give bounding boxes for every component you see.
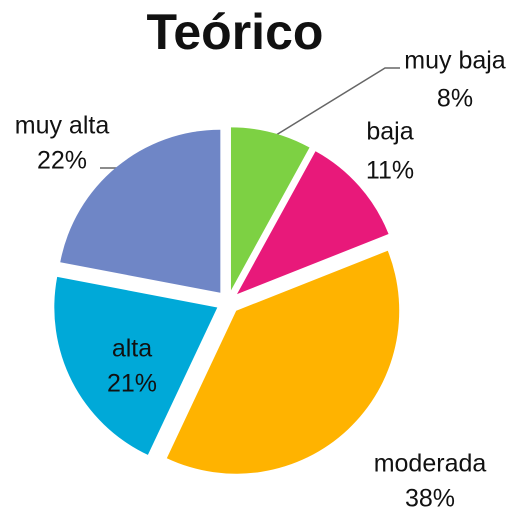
slice-percent: 8% (437, 85, 473, 113)
chart-title: Teórico (147, 4, 324, 60)
slice-label: muy baja (404, 47, 506, 75)
slice-percent: 11% (366, 157, 414, 185)
pie-slice (54, 276, 218, 455)
slice-label: baja (366, 118, 413, 146)
pie-slice (60, 129, 221, 293)
pie-slice (166, 250, 400, 474)
pie-slice (230, 127, 310, 291)
pie-slice (237, 151, 389, 295)
slice-label: moderada (374, 450, 487, 478)
leader-line (267, 67, 400, 141)
slice-percent: 38% (405, 485, 455, 513)
slice-percent: 22% (37, 147, 87, 175)
slice-percent: 21% (107, 370, 157, 398)
slice-label: muy alta (15, 112, 110, 140)
slice-label: alta (112, 335, 152, 363)
